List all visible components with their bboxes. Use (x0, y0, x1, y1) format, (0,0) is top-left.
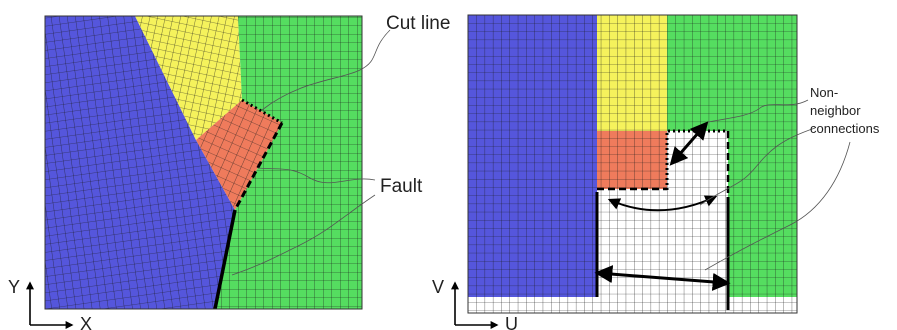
nnc-label-line-1: Non- (810, 85, 838, 100)
right-panel-border (467, 14, 798, 314)
fault-label: Fault (380, 176, 423, 197)
right-grid-overlay (468, 15, 797, 313)
right-axis-v-label: V (432, 277, 444, 297)
nnc-leader-1 (707, 99, 809, 123)
right-axis-u-label: U (505, 314, 518, 330)
nnc-arrow-horizontal (594, 265, 731, 291)
fault-leader-2 (231, 194, 376, 276)
left-panel-physical-mesh: Y X Cut line Fault (8, 13, 450, 330)
fault-solid (213, 209, 237, 310)
nnc-leader-3 (704, 141, 851, 271)
cut-line-leader (261, 29, 391, 111)
nnc-label-line-2: neighbor (810, 103, 861, 118)
nnc-arrow-diagonal (669, 121, 709, 166)
yellow-region-grid (135, 16, 242, 140)
left-panel-border (44, 15, 363, 310)
nnc-arrow-arc (607, 195, 718, 212)
cut-line-label: Cut line (386, 13, 450, 34)
nnc-label-line-3: connections (810, 121, 880, 136)
left-axis-y-label: Y (8, 277, 20, 297)
orange-region-grid (196, 100, 282, 210)
green-region-grid (215, 16, 362, 309)
fault-dashed (233, 122, 284, 211)
fault-leader-1 (257, 167, 376, 184)
left-axis-x-label: X (80, 314, 92, 330)
blue-region-grid (45, 16, 235, 309)
nnc-leader-2 (699, 127, 816, 206)
right-panel-computational-mesh: V U Non- neighbor connections (432, 14, 880, 330)
